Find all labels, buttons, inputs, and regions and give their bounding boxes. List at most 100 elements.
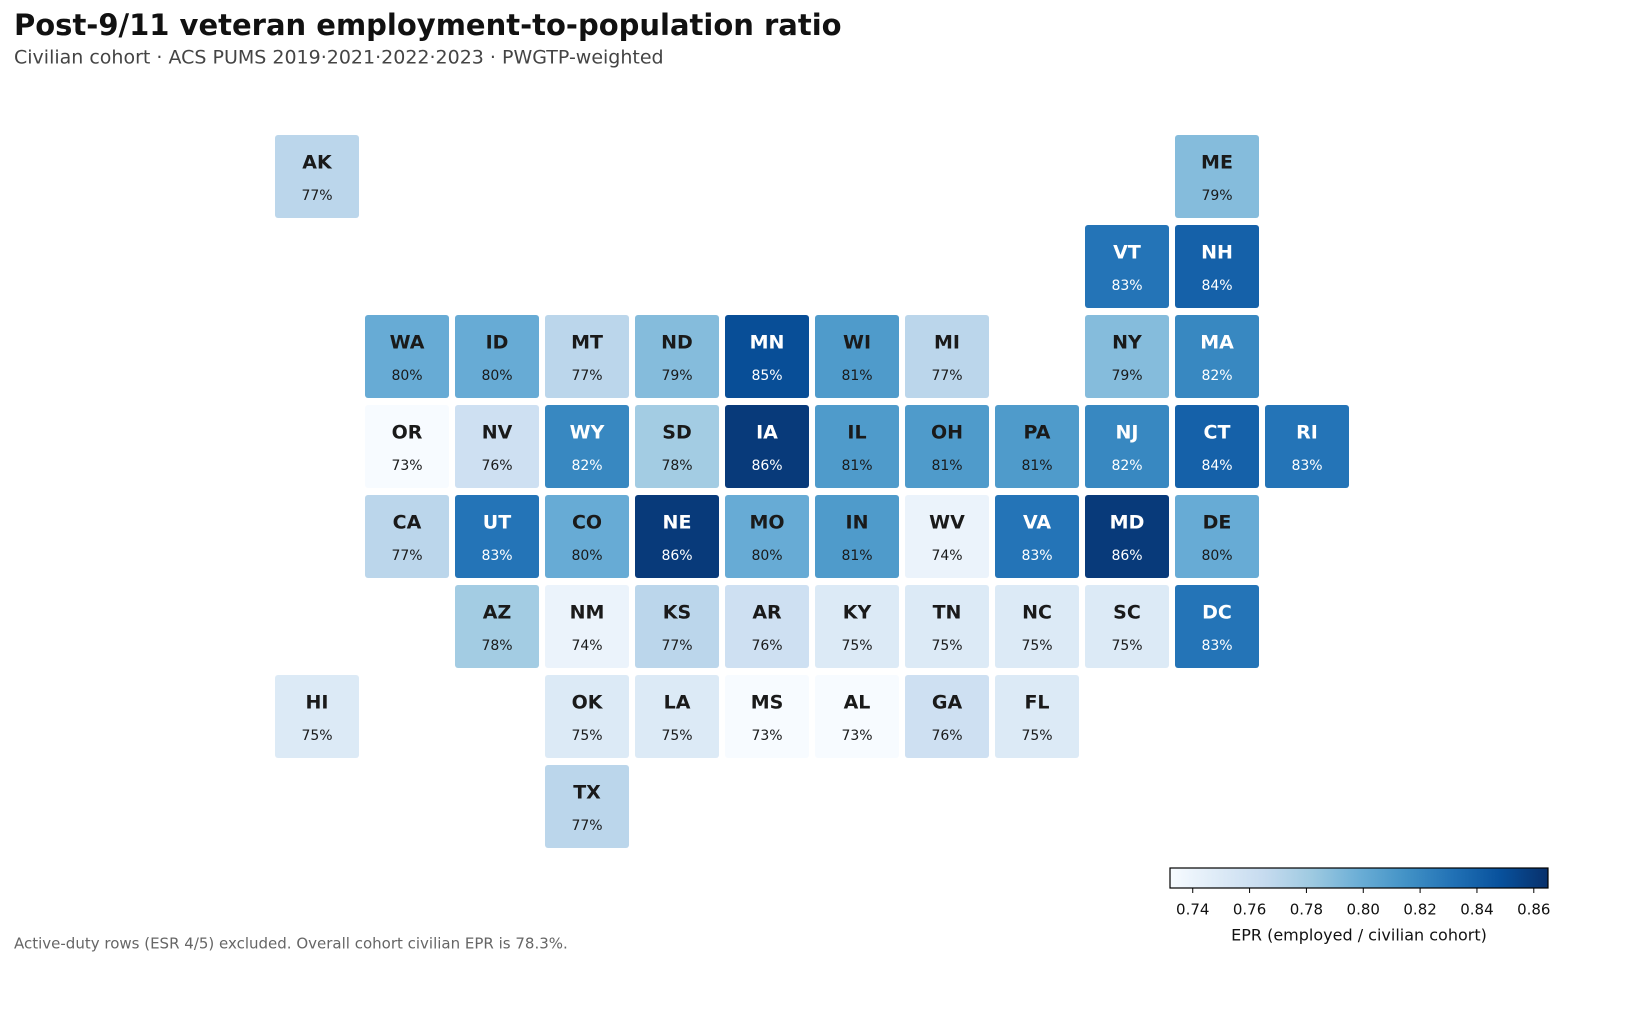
tile bbox=[725, 495, 809, 578]
value-label: 77% bbox=[301, 188, 332, 204]
value-label: 80% bbox=[751, 548, 782, 564]
value-label: 75% bbox=[841, 638, 872, 654]
value-label: 81% bbox=[1021, 458, 1052, 474]
tile bbox=[545, 675, 629, 758]
value-label: 81% bbox=[931, 458, 962, 474]
chart-subtitle: Civilian cohort · ACS PUMS 2019·2021·202… bbox=[14, 47, 664, 69]
colorbar-tick-label: 0.82 bbox=[1403, 901, 1436, 919]
state-label: IN bbox=[846, 512, 869, 534]
tile bbox=[815, 315, 899, 398]
tile bbox=[815, 495, 899, 578]
state-label: TX bbox=[573, 782, 601, 804]
state-label: DE bbox=[1203, 512, 1232, 534]
state-label: NV bbox=[482, 422, 513, 444]
value-label: 85% bbox=[751, 368, 782, 384]
value-label: 78% bbox=[481, 638, 512, 654]
value-label: 78% bbox=[661, 458, 692, 474]
tile bbox=[545, 765, 629, 848]
value-label: 80% bbox=[571, 548, 602, 564]
state-label: VT bbox=[1113, 242, 1141, 264]
state-label: NY bbox=[1112, 332, 1142, 354]
state-label: CA bbox=[393, 512, 422, 534]
tile bbox=[905, 495, 989, 578]
state-label: NC bbox=[1022, 602, 1052, 624]
tile bbox=[905, 585, 989, 668]
value-label: 75% bbox=[661, 728, 692, 744]
value-label: 73% bbox=[841, 728, 872, 744]
value-label: 77% bbox=[931, 368, 962, 384]
colorbar-label: EPR (employed / civilian cohort) bbox=[1231, 926, 1487, 945]
state-label: HI bbox=[306, 692, 329, 714]
tile bbox=[995, 585, 1079, 668]
value-label: 79% bbox=[1201, 188, 1232, 204]
state-label: MO bbox=[749, 512, 784, 534]
state-label: WI bbox=[843, 332, 871, 354]
state-label: GA bbox=[932, 692, 963, 714]
tile bbox=[905, 315, 989, 398]
value-label: 75% bbox=[1021, 728, 1052, 744]
value-label: 77% bbox=[391, 548, 422, 564]
value-label: 74% bbox=[571, 638, 602, 654]
value-label: 83% bbox=[1291, 458, 1322, 474]
tile bbox=[1085, 585, 1169, 668]
state-label: NH bbox=[1201, 242, 1233, 264]
state-label: ND bbox=[661, 332, 693, 354]
tile bbox=[545, 495, 629, 578]
value-label: 83% bbox=[1111, 278, 1142, 294]
value-label: 82% bbox=[1201, 368, 1232, 384]
value-label: 76% bbox=[481, 458, 512, 474]
state-label: MI bbox=[934, 332, 960, 354]
tile bbox=[455, 495, 539, 578]
tile bbox=[1085, 495, 1169, 578]
value-label: 83% bbox=[1021, 548, 1052, 564]
value-label: 86% bbox=[1111, 548, 1142, 564]
tile bbox=[1085, 315, 1169, 398]
tile bbox=[635, 675, 719, 758]
tile bbox=[365, 405, 449, 488]
tile bbox=[995, 405, 1079, 488]
colorbar-tick-label: 0.80 bbox=[1347, 901, 1380, 919]
state-label: LA bbox=[664, 692, 691, 714]
value-label: 81% bbox=[841, 458, 872, 474]
tile bbox=[905, 675, 989, 758]
colorbar-tick-label: 0.84 bbox=[1460, 901, 1493, 919]
tile bbox=[455, 405, 539, 488]
state-label: MT bbox=[571, 332, 603, 354]
value-label: 75% bbox=[571, 728, 602, 744]
value-label: 80% bbox=[1201, 548, 1232, 564]
tile bbox=[995, 675, 1079, 758]
value-label: 77% bbox=[571, 818, 602, 834]
tile bbox=[725, 315, 809, 398]
state-label: NE bbox=[663, 512, 692, 534]
state-label: SC bbox=[1113, 602, 1141, 624]
value-label: 82% bbox=[571, 458, 602, 474]
value-label: 75% bbox=[301, 728, 332, 744]
state-label: TN bbox=[933, 602, 962, 624]
tile bbox=[995, 495, 1079, 578]
value-label: 76% bbox=[931, 728, 962, 744]
state-label: CO bbox=[572, 512, 602, 534]
colorbar-tick-label: 0.74 bbox=[1176, 901, 1209, 919]
state-label: ME bbox=[1201, 152, 1233, 174]
state-label: OH bbox=[931, 422, 963, 444]
tile bbox=[725, 585, 809, 668]
value-label: 75% bbox=[1111, 638, 1142, 654]
value-label: 84% bbox=[1201, 458, 1232, 474]
state-label: AR bbox=[752, 602, 782, 624]
state-label: OR bbox=[392, 422, 423, 444]
state-label: AK bbox=[302, 152, 333, 174]
state-label: IL bbox=[847, 422, 866, 444]
tile bbox=[815, 675, 899, 758]
state-label: MA bbox=[1200, 332, 1234, 354]
value-label: 79% bbox=[1111, 368, 1142, 384]
value-label: 81% bbox=[841, 548, 872, 564]
state-label: OK bbox=[572, 692, 604, 714]
tile bbox=[635, 405, 719, 488]
colorbar-tick-label: 0.76 bbox=[1233, 901, 1266, 919]
tile bbox=[365, 495, 449, 578]
tile bbox=[1265, 405, 1349, 488]
tile bbox=[1175, 585, 1259, 668]
tile bbox=[365, 315, 449, 398]
state-label: KS bbox=[663, 602, 691, 624]
